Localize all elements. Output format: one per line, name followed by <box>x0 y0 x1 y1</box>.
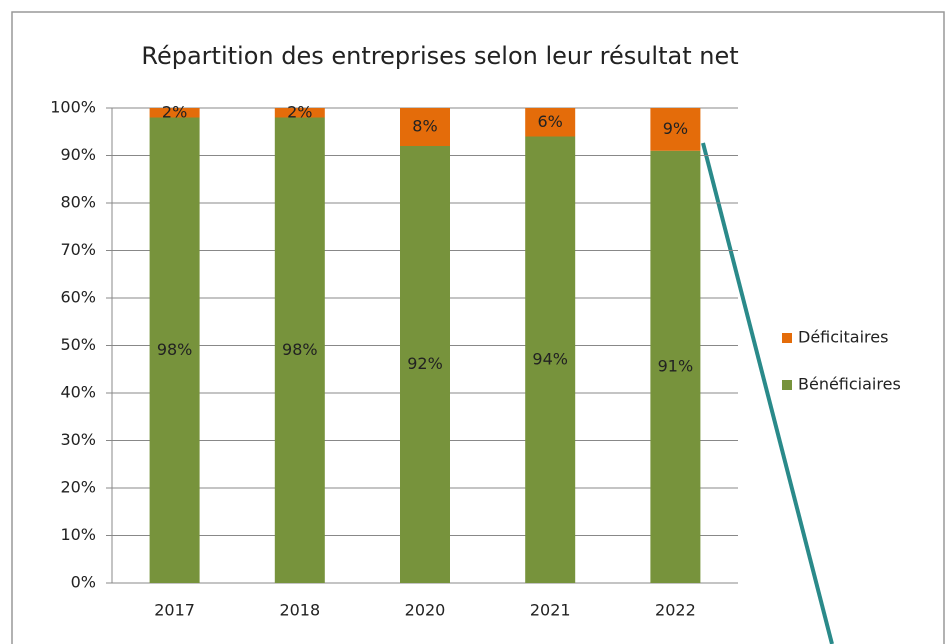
bar-segment <box>400 108 450 146</box>
x-tick-label: 2018 <box>279 601 320 620</box>
data-label: 2% <box>287 102 312 121</box>
legend-swatch <box>782 380 792 390</box>
y-tick-label: 20% <box>60 478 96 497</box>
data-label: 91% <box>658 356 694 375</box>
y-tick-label: 60% <box>60 288 96 307</box>
data-label: 92% <box>407 354 443 373</box>
y-tick-label: 10% <box>60 525 96 544</box>
bar-segment <box>525 136 576 583</box>
x-tick-label: 2022 <box>655 601 696 620</box>
data-label: 8% <box>412 117 437 136</box>
x-tick-label: 2020 <box>405 601 446 620</box>
bar-segment <box>274 117 325 583</box>
data-label: 98% <box>157 340 193 359</box>
bar-segment <box>274 108 325 118</box>
annotation-line <box>701 142 834 644</box>
bar-segment <box>650 108 701 151</box>
bar-segment <box>149 117 200 583</box>
data-label: 98% <box>282 340 318 359</box>
bar-segment <box>400 146 450 583</box>
bar-segment <box>149 108 200 118</box>
chart-title: Répartition des entreprises selon leur r… <box>141 42 738 70</box>
y-tick-label: 70% <box>60 240 96 259</box>
y-tick-label: 30% <box>60 430 96 449</box>
y-tick-label: 100% <box>50 98 96 117</box>
data-label: 94% <box>532 349 568 368</box>
y-tick-label: 50% <box>60 335 96 354</box>
bar-segment <box>650 150 701 583</box>
y-tick-label: 90% <box>60 145 96 164</box>
y-tick-label: 0% <box>71 573 96 592</box>
y-tick-label: 80% <box>60 193 96 212</box>
bar-segment <box>525 108 576 137</box>
legend-label: Déficitaires <box>798 328 888 347</box>
legend-label: Bénéficiaires <box>798 375 901 394</box>
x-tick-label: 2017 <box>154 601 195 620</box>
data-label: 2% <box>162 102 187 121</box>
y-tick-label: 40% <box>60 383 96 402</box>
data-label: 6% <box>538 112 563 131</box>
data-label: 9% <box>663 119 688 138</box>
x-tick-label: 2021 <box>530 601 571 620</box>
legend-swatch <box>782 333 792 343</box>
